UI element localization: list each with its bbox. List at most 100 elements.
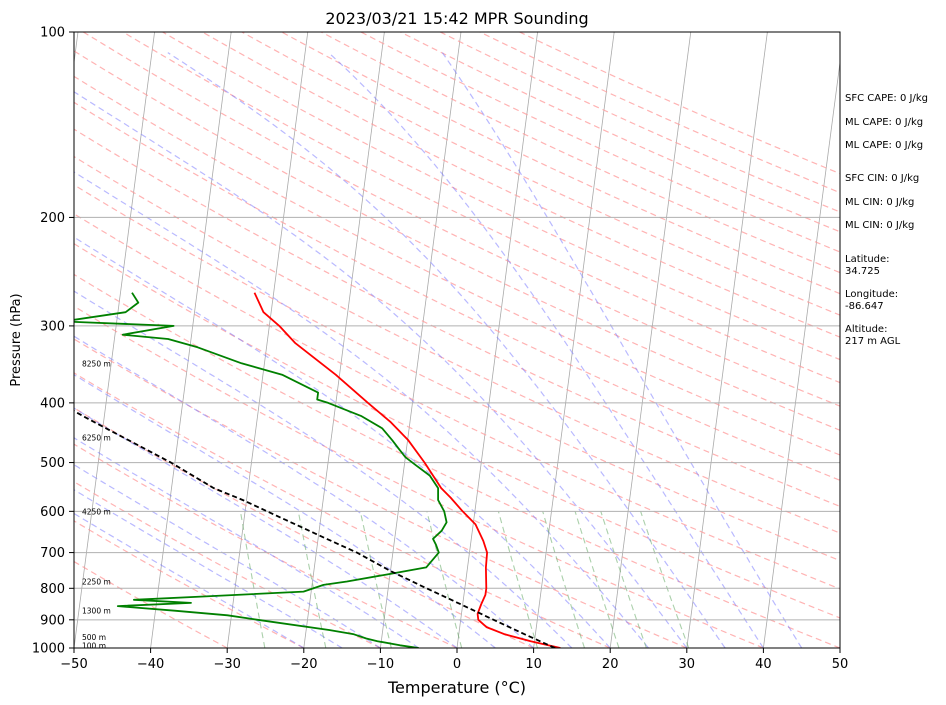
moist-adiabat-line <box>74 91 688 648</box>
y-tick-label: 300 <box>40 319 65 334</box>
dry-adiabat-line <box>479 32 840 194</box>
isotherm-line <box>74 32 155 648</box>
dry-adiabat-line <box>74 243 840 619</box>
height-label: 2250 m <box>82 578 111 587</box>
dry-adiabat-line <box>360 32 840 253</box>
height-label: 8250 m <box>82 359 111 368</box>
moist-adiabat-line <box>441 52 803 648</box>
y-axis-label: Pressure (hPa) <box>9 293 24 386</box>
dry-adiabat-line <box>74 75 840 456</box>
dry-adiabat-line <box>74 407 534 648</box>
dry-adiabat-line <box>281 32 840 295</box>
moist-adiabat-line <box>74 236 611 648</box>
dry-adiabat-line <box>241 32 840 316</box>
isotherm-line <box>533 32 615 648</box>
dry-adiabat-line <box>74 520 305 648</box>
dry-adiabat-line <box>74 338 688 648</box>
x-tick-label: 20 <box>602 657 619 672</box>
ml-cin-text-2: ML CIN: 0 J/kg <box>845 220 915 231</box>
background-guides <box>74 32 840 648</box>
sounding-traces <box>74 292 561 648</box>
height-label: 1300 m <box>82 607 111 616</box>
moist-adiabat-line <box>74 407 458 648</box>
dry-adiabat-line <box>82 32 840 407</box>
x-tick-label: 50 <box>832 657 849 672</box>
moist-adiabat-line <box>74 171 649 648</box>
dry-adiabat-line <box>74 481 381 648</box>
chart-title: 2023/03/21 15:42 MPR Sounding <box>325 9 588 28</box>
isotherm-line <box>380 32 462 648</box>
dry-adiabat-line <box>74 213 840 590</box>
mixing-ratio-line <box>640 511 690 648</box>
moist-adiabat-line <box>328 52 764 648</box>
y-tick-label: 100 <box>40 26 65 41</box>
y-tick-label: 400 <box>40 396 65 411</box>
dry-adiabat-line <box>74 372 611 648</box>
x-axis-ticks: −50 −40 −30 −20 −10 0 10 20 30 40 50 <box>60 648 848 672</box>
moist-adiabat-line <box>74 437 420 648</box>
x-tick-label: −30 <box>213 657 240 672</box>
height-label: 500 m <box>82 633 106 642</box>
y-tick-label: 200 <box>40 211 65 226</box>
x-tick-label: −40 <box>137 657 164 672</box>
x-tick-label: −50 <box>60 657 87 672</box>
dry-adiabat-line <box>122 32 840 384</box>
dewpoint-trace <box>74 292 448 648</box>
dry-adiabat-line <box>320 32 840 274</box>
ml-cin-text: ML CIN: 0 J/kg <box>845 197 915 208</box>
dry-adiabat-line <box>74 560 228 648</box>
moist-adiabat-line <box>167 52 726 648</box>
mixing-ratio-line <box>359 511 392 648</box>
dry-adiabat-line <box>74 305 764 648</box>
height-label: 6250 m <box>82 433 111 442</box>
x-tick-label: 30 <box>679 657 696 672</box>
dry-adiabat-line <box>400 32 840 233</box>
x-tick-label: 0 <box>453 657 461 672</box>
isotherm-line <box>763 59 840 648</box>
x-tick-label: −10 <box>367 657 394 672</box>
y-tick-label: 1000 <box>32 642 65 657</box>
y-tick-label: 700 <box>40 546 65 561</box>
y-axis-ticks: 1000 900 800 700 600 500 400 300 200 100 <box>32 26 74 657</box>
y-tick-label: 500 <box>40 456 65 471</box>
isotherm-line <box>456 32 538 648</box>
ml-cape-text: ML CAPE: 0 J/kg <box>845 117 924 128</box>
dry-adiabat-line <box>74 101 840 481</box>
temperature-trace <box>253 292 561 648</box>
isotherm-line <box>226 32 309 648</box>
moist-adiabat-line <box>74 290 573 648</box>
mixing-ratio-line <box>497 511 539 648</box>
mixing-ratio-line <box>574 511 620 648</box>
height-label: 100 m <box>82 641 106 650</box>
height-label: 4250 m <box>82 507 111 516</box>
mixing-ratio-line <box>600 511 647 648</box>
x-tick-label: −20 <box>290 657 317 672</box>
isotherm-line <box>609 32 692 648</box>
plot-frame <box>73 31 841 649</box>
dry-adiabat-line <box>439 32 840 213</box>
y-tick-label: 900 <box>40 613 65 628</box>
dry-adiabat-line <box>74 155 840 534</box>
sfc-cape-text: SFC CAPE: 0 J/kg <box>845 93 928 104</box>
dry-adiabat-line <box>74 443 458 648</box>
altitude-text: Altitude: 217 m AGL <box>845 324 901 347</box>
x-tick-label: 10 <box>525 657 542 672</box>
longitude-text: Longitude: -86.647 <box>845 289 899 312</box>
mixing-ratio-line <box>426 511 463 648</box>
isotherm-line <box>303 32 385 648</box>
y-tick-label: 600 <box>40 505 65 520</box>
latitude-text: Latitude: 34.725 <box>845 254 890 277</box>
dry-adiabat-line <box>74 184 840 562</box>
moist-adiabat-line <box>74 373 496 648</box>
x-axis-label: Temperature (°C) <box>387 678 526 697</box>
dry-adiabat-line <box>74 50 840 431</box>
y-tick-label: 800 <box>40 582 65 597</box>
mixing-ratio-line <box>297 511 327 648</box>
mixing-ratio-line <box>239 511 266 648</box>
x-tick-label: 40 <box>755 657 772 672</box>
mixing-ratio-line <box>542 511 586 648</box>
isotherm-line <box>150 32 232 648</box>
pressure-gridlines <box>74 216 840 621</box>
